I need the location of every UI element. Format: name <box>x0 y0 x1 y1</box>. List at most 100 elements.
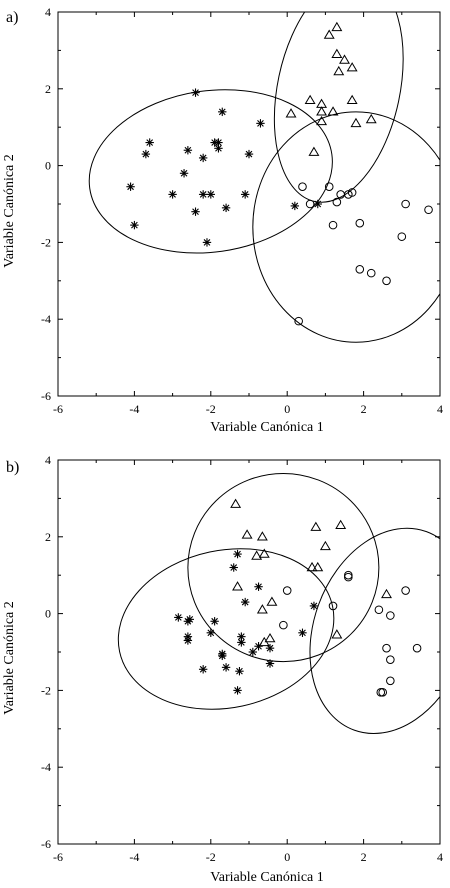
panel-b-circle-point <box>386 611 395 620</box>
panel-a-y-tick-label: -6 <box>41 389 51 403</box>
panel-a-triangle-point <box>350 117 362 128</box>
panel-a-asterisk-point <box>244 149 254 159</box>
panel-a-asterisk-point <box>313 199 322 209</box>
panel-b-asterisk-point <box>183 617 193 626</box>
panel-a-triangle-point <box>327 106 339 116</box>
panel-b-asterisk-point <box>198 665 208 674</box>
panel-b-circle-point <box>344 570 353 580</box>
panel-b-asterisk-point <box>233 686 242 695</box>
panel-b-x-axis-label: Variable Canónica 1 <box>210 870 324 885</box>
panel-a-triangle-point <box>346 94 358 105</box>
panel-a-triangle-point <box>323 29 335 39</box>
panel-b-triangle-point <box>381 588 392 599</box>
panel-a-asterisk-point <box>141 149 151 159</box>
panel-b-triangle-point <box>266 596 278 606</box>
panel-b-circle-point <box>401 586 410 595</box>
panel-b-label: b) <box>6 459 19 476</box>
panel-b-asterisk-point <box>210 617 219 626</box>
panel-b-asterisk-point <box>206 628 215 637</box>
panel-a-asterisk-point <box>198 153 208 163</box>
panel-a-triangle-point <box>316 98 328 108</box>
panel-b-asterisk-point <box>174 613 183 622</box>
panel-b-circle-point <box>344 572 353 582</box>
panel-a-asterisk-point <box>130 220 139 230</box>
panel-a-asterisk-point <box>256 119 265 128</box>
panel-b-asterisk-point <box>233 549 242 559</box>
panel-a-asterisk-point <box>126 182 135 191</box>
panel-a-asterisk-point <box>221 203 231 213</box>
panel-a-x-tick-label: 2 <box>361 402 367 416</box>
panel-b-x-tick-label: -4 <box>129 850 139 864</box>
panel-a-asterisk-point <box>206 190 215 199</box>
panel-b-circle-point <box>328 601 338 611</box>
panel-a-asterisk-point <box>290 201 300 211</box>
panel-a-confidence-ellipse-1 <box>88 89 333 254</box>
panel-a-x-tick-label: -4 <box>129 402 139 416</box>
panel-b-asterisk-point <box>240 597 250 607</box>
panel-a-circle-point <box>366 268 376 278</box>
panel-a-triangle-point <box>331 21 343 32</box>
panel-b-confidence-ellipse-2 <box>117 548 335 710</box>
panel-b-confidence-ellipse-1 <box>187 472 380 663</box>
panel-b-circle-point <box>378 688 388 697</box>
panel-a-x-tick-label: 0 <box>284 402 290 416</box>
panel-a-circle-point <box>305 199 315 209</box>
panel-b-x-tick-label: -6 <box>53 850 63 864</box>
panel-a-triangle-point <box>304 94 316 105</box>
panel-a-circle-point <box>397 232 407 241</box>
panel-b-asterisk-point <box>298 628 307 637</box>
panel-b-circle-point <box>279 620 288 630</box>
panel-a-triangle-point <box>308 146 320 156</box>
panel-a-confidence-ellipse-2 <box>273 12 404 203</box>
panel-a-chart: a) -6 -4 -2 0 2 4 -6 -4 -2 0 2 4 Variable Canónica … <box>2 5 443 435</box>
panel-a-asterisk-point <box>191 207 200 216</box>
panel-b-triangle-point <box>331 629 343 639</box>
panel-b-x-tick-label: 2 <box>361 850 367 864</box>
panel-b-asterisk-point <box>265 643 275 653</box>
panel-b-y-tick-label: -4 <box>41 760 51 774</box>
panel-b-y-axis-label: Variable Canónica 2 <box>2 601 17 715</box>
panel-b-circle-point <box>382 643 391 653</box>
panel-a-triangle-point <box>331 48 343 58</box>
panel-a-circle-point <box>298 182 307 192</box>
panel-a-asterisk-point <box>214 144 223 153</box>
panel-b-y-tick-label: -2 <box>41 683 51 697</box>
panel-b-asterisk-point <box>265 659 275 668</box>
panel-a-circle-point <box>294 316 303 326</box>
panel-a-asterisk-point <box>168 190 177 199</box>
panel-a-confidence-ellipse-3 <box>252 111 440 343</box>
panel-b-triangle-point <box>251 550 263 560</box>
panel-b-triangle-point <box>319 540 331 551</box>
panel-b-triangle-point <box>230 498 242 508</box>
panel-b-circle-point <box>374 605 384 615</box>
panel-a-triangle-point <box>333 65 345 76</box>
panel-a-asterisk-point <box>218 107 227 117</box>
panel-a-label: a) <box>6 9 18 26</box>
panel-b-asterisk-point <box>237 638 246 647</box>
panel-b-asterisk-point <box>183 636 193 645</box>
panel-b-asterisk-point <box>309 601 319 611</box>
panel-b-y-tick-label: 2 <box>45 530 51 544</box>
panel-a-circle-point <box>355 264 365 274</box>
panel-b-triangle-point <box>310 521 322 531</box>
panel-a-y-tick-label: 0 <box>45 159 51 173</box>
panel-a-x-tick-label: 4 <box>437 402 443 416</box>
panel-a-triangle-point <box>316 106 328 116</box>
panel-b-circle-point <box>376 688 386 697</box>
panel-b-triangle-point <box>258 636 270 647</box>
panel-a-circle-point <box>332 197 342 207</box>
panel-b-triangle-point <box>256 531 268 541</box>
panel-b-triangle-point <box>306 561 318 572</box>
panel-a-circle-point <box>324 182 334 192</box>
panel-a-asterisk-point <box>179 169 189 178</box>
panel-b-circle-point <box>282 586 292 595</box>
panel-b-x-tick-label: 4 <box>437 850 443 864</box>
panel-b-x-tick-label: -2 <box>206 850 216 864</box>
panel-a-circle-point <box>401 199 410 209</box>
panel-a-asterisk-point <box>198 190 208 199</box>
panel-b-circle-point <box>386 676 395 686</box>
panel-a-triangle-point <box>365 113 377 124</box>
panel-b-y-tick-label: -6 <box>41 837 51 851</box>
panel-b-y-tick-label: 0 <box>45 607 51 621</box>
